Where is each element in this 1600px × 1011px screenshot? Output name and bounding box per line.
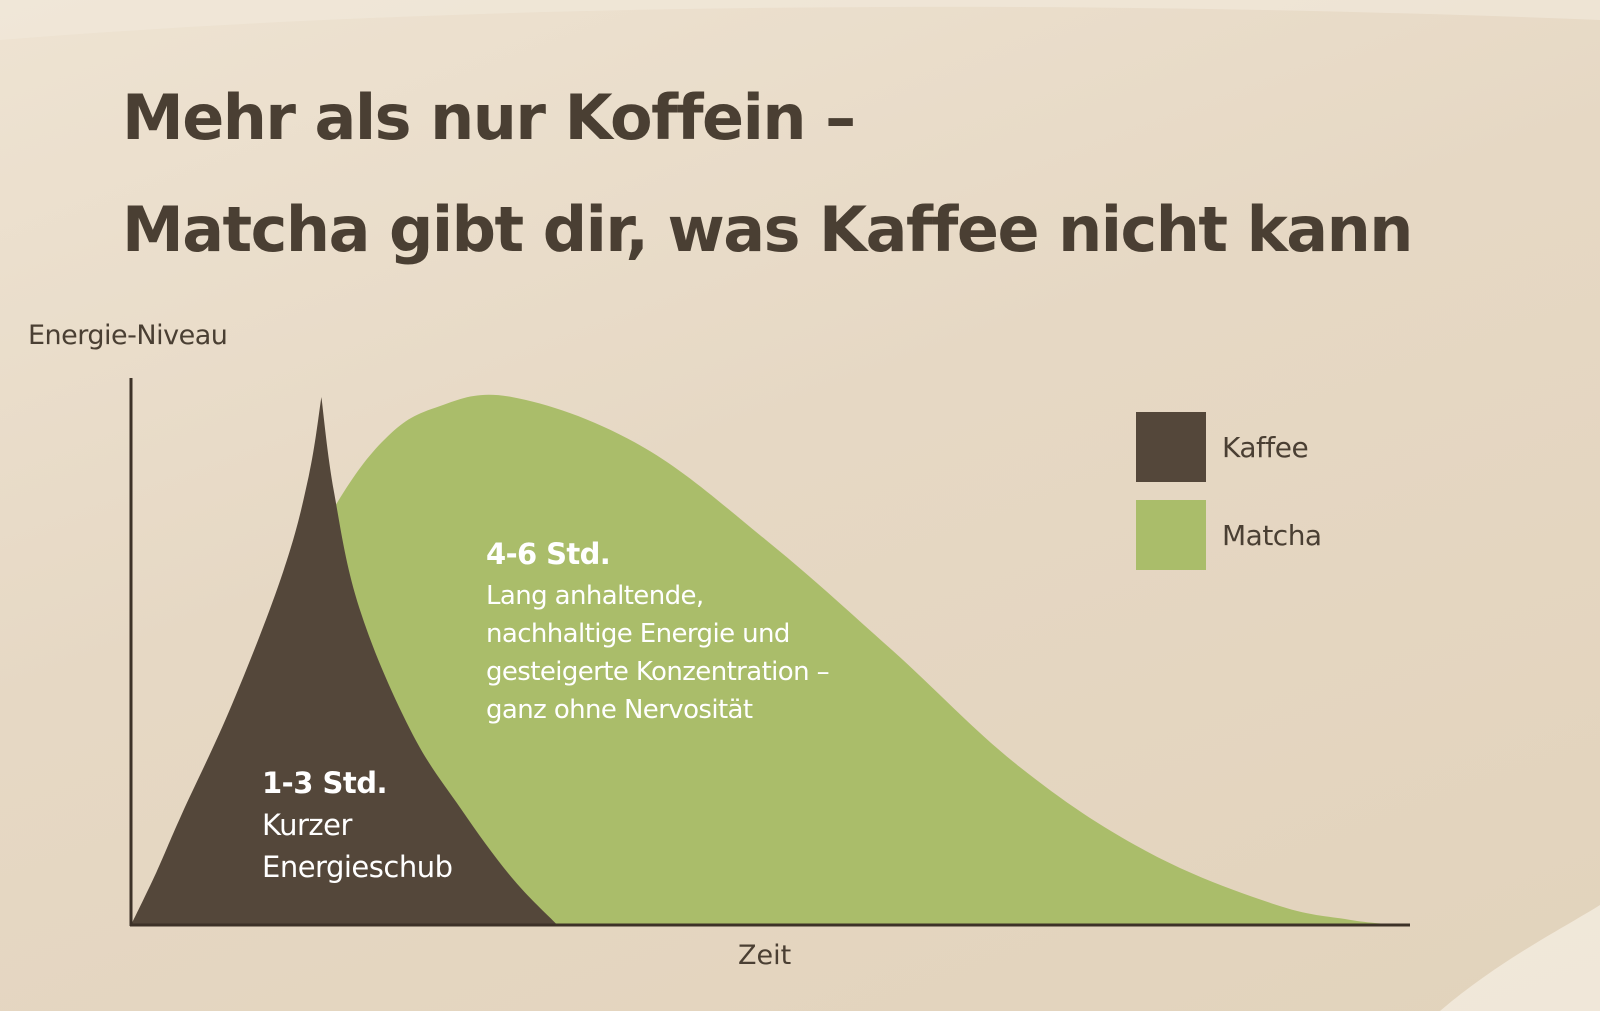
kaffee-description: Kurzer Energieschub xyxy=(262,808,453,884)
title-line-1: Mehr als nur Koffein – xyxy=(122,81,856,154)
x-axis-label: Zeit xyxy=(738,940,792,971)
legend-swatch-kaffee xyxy=(1136,412,1206,482)
kaffee-area xyxy=(131,397,558,925)
kaffee-annotation: 1-3 Std. Kurzer Energieschub xyxy=(262,762,453,888)
legend-label-matcha: Matcha xyxy=(1222,518,1322,552)
kaffee-duration: 1-3 Std. xyxy=(262,766,388,800)
legend-label-kaffee: Kaffee xyxy=(1222,430,1309,464)
chart-legend: Kaffee Matcha xyxy=(1136,412,1322,588)
matcha-duration: 4-6 Std. xyxy=(486,537,611,571)
chart-title: Mehr als nur Koffein – Matcha gibt dir, … xyxy=(122,62,1413,286)
legend-swatch-matcha xyxy=(1136,500,1206,570)
matcha-annotation: 4-6 Std. Lang anhaltende, nachhaltige En… xyxy=(486,535,830,729)
y-axis-label: Energie-Niveau xyxy=(28,320,228,351)
matcha-description: Lang anhaltende, nachhaltige Energie und… xyxy=(486,581,830,725)
title-line-2: Matcha gibt dir, was Kaffee nicht kann xyxy=(122,193,1413,266)
legend-item-kaffee: Kaffee xyxy=(1136,412,1322,482)
legend-item-matcha: Matcha xyxy=(1136,500,1322,570)
